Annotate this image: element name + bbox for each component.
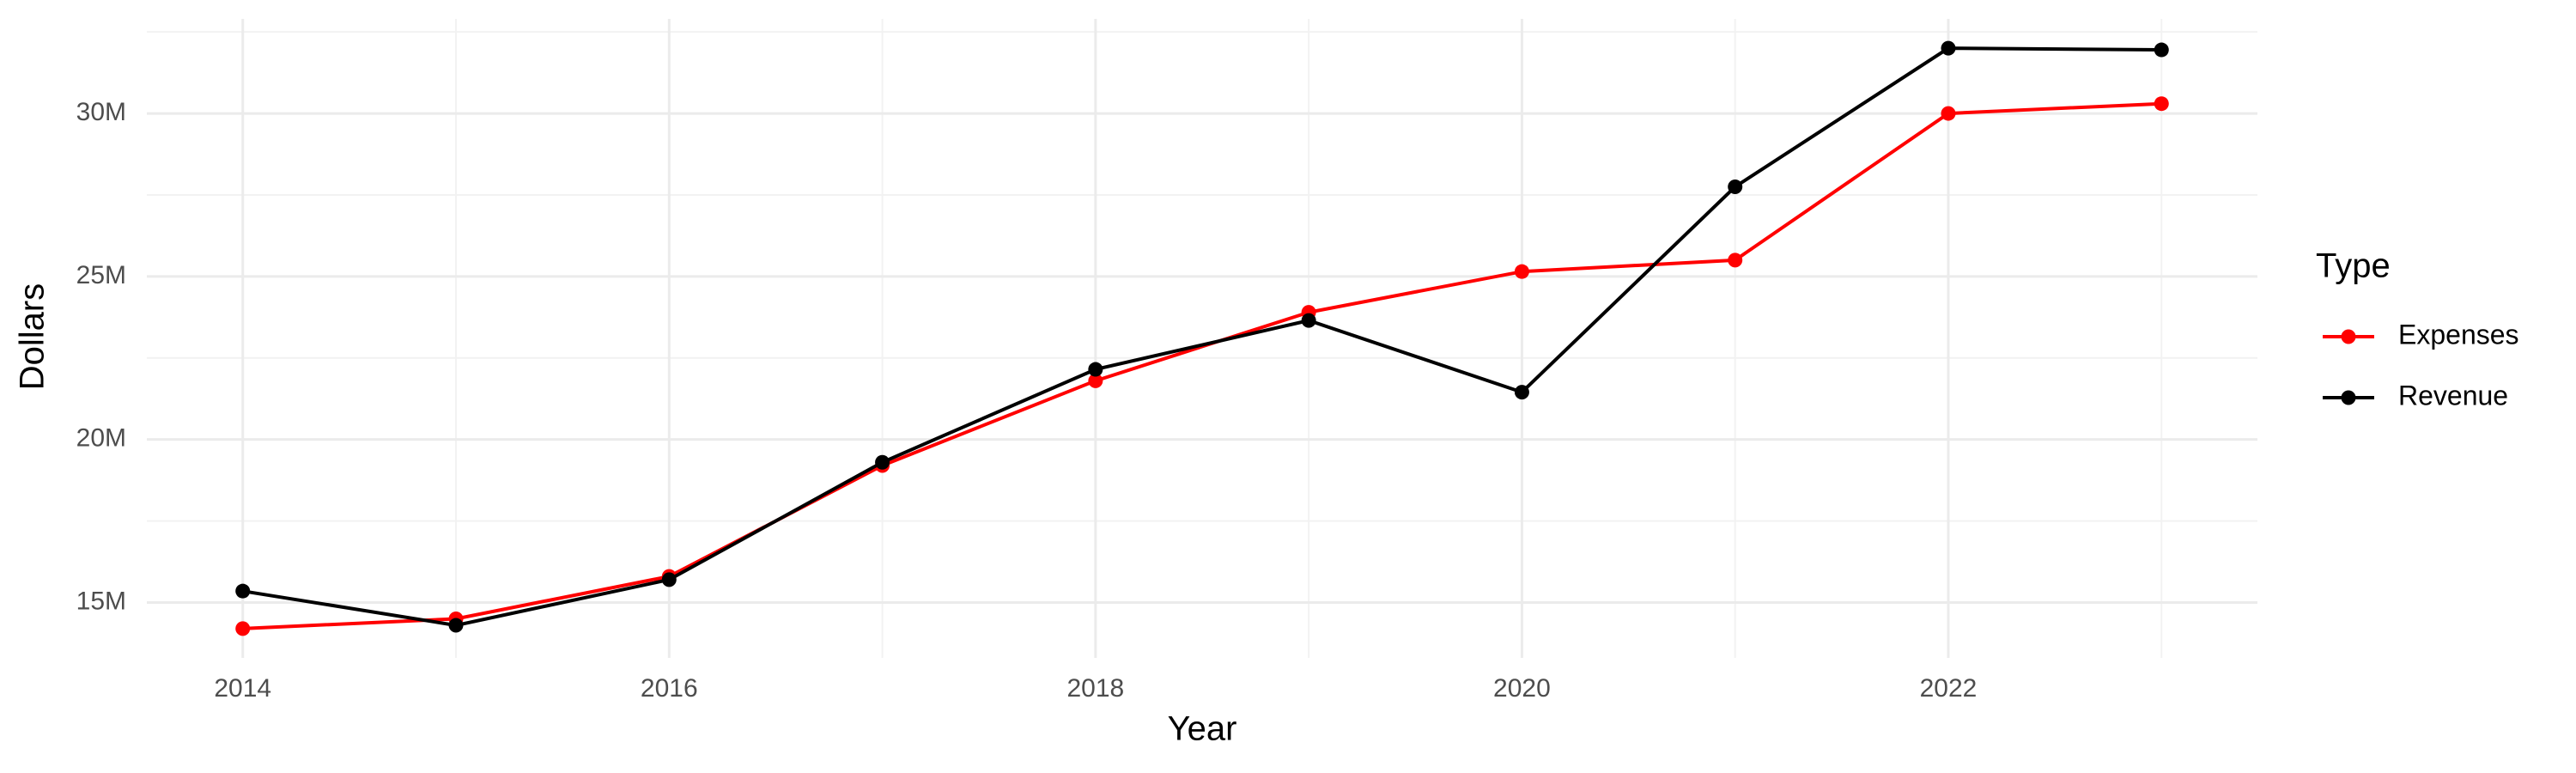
data-point <box>1088 362 1103 377</box>
series-line <box>242 101 2162 630</box>
data-point <box>1301 313 1316 328</box>
data-point <box>1514 264 1529 279</box>
series-line <box>242 46 2162 628</box>
data-point <box>448 618 464 633</box>
data-point <box>1941 106 1956 121</box>
legend-label: Revenue <box>2398 380 2508 411</box>
legend-title: Type <box>2316 247 2391 285</box>
y-tick-label: 30M <box>76 98 126 126</box>
x-tick-label: 2016 <box>641 674 698 703</box>
data-point <box>235 621 251 636</box>
data-point <box>1728 253 1743 268</box>
data-point <box>2154 96 2169 112</box>
y-tick-label: 20M <box>76 424 126 453</box>
legend-key-point <box>2341 329 2356 344</box>
x-tick-label: 2014 <box>214 674 271 703</box>
y-axis-title: Dollars <box>14 283 52 390</box>
x-tick-label: 2022 <box>1920 674 1978 703</box>
data-point <box>661 572 677 587</box>
data-point <box>235 583 251 599</box>
data-point <box>1728 179 1743 194</box>
y-tick-label: 15M <box>76 587 126 615</box>
legend-label: Expenses <box>2398 319 2519 350</box>
data-point <box>1088 373 1103 388</box>
data-point <box>1514 385 1529 400</box>
data-point <box>1941 40 1956 56</box>
x-axis-title: Year <box>1168 710 1237 748</box>
legend-key-point <box>2341 390 2356 405</box>
grid <box>147 19 2257 658</box>
x-tick-label: 2018 <box>1066 674 1124 703</box>
y-tick-label: 25M <box>76 261 126 289</box>
data-point <box>2154 42 2169 58</box>
data-point <box>875 454 890 470</box>
x-tick-label: 2020 <box>1493 674 1551 703</box>
